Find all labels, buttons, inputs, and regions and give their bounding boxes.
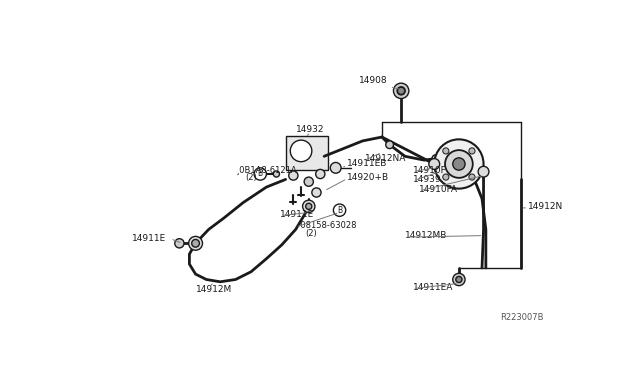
Circle shape (478, 166, 489, 177)
Circle shape (397, 87, 405, 95)
Text: 14910FA: 14910FA (419, 185, 458, 194)
Circle shape (432, 155, 440, 163)
Circle shape (175, 239, 184, 248)
Circle shape (394, 83, 409, 99)
Text: (2): (2) (245, 173, 257, 182)
Text: B: B (337, 206, 342, 215)
Text: 14912NA: 14912NA (365, 154, 406, 163)
Circle shape (443, 174, 449, 180)
Circle shape (452, 158, 465, 170)
Circle shape (291, 140, 312, 162)
Text: 14911EB: 14911EB (348, 160, 388, 169)
Circle shape (273, 171, 280, 177)
Circle shape (443, 148, 449, 154)
Circle shape (189, 236, 202, 250)
Text: (2): (2) (305, 229, 317, 238)
Circle shape (316, 169, 325, 179)
Circle shape (429, 158, 440, 169)
Circle shape (456, 276, 462, 283)
Circle shape (386, 141, 394, 148)
Circle shape (330, 163, 341, 173)
Text: 14912N: 14912N (528, 202, 563, 211)
Text: 14912M: 14912M (196, 285, 232, 294)
Circle shape (435, 140, 484, 189)
Circle shape (469, 174, 475, 180)
Text: 14932: 14932 (296, 125, 324, 134)
Circle shape (312, 188, 321, 197)
Circle shape (192, 240, 200, 247)
Circle shape (254, 168, 266, 180)
Text: ¹08158-63028: ¹08158-63028 (297, 221, 356, 230)
Circle shape (452, 273, 465, 286)
Text: 14939: 14939 (413, 175, 442, 184)
Circle shape (303, 200, 315, 212)
Circle shape (304, 177, 314, 186)
Text: 14911EA: 14911EA (413, 283, 453, 292)
Circle shape (445, 150, 473, 178)
Bar (285, 135, 328, 170)
Text: 14912MB: 14912MB (405, 231, 447, 240)
Text: B: B (258, 170, 263, 179)
Circle shape (333, 204, 346, 217)
Circle shape (306, 203, 312, 209)
Text: 14910F: 14910F (413, 166, 447, 174)
Text: ¸0B1A8-6121A: ¸0B1A8-6121A (236, 165, 297, 174)
Text: 14920+B: 14920+B (348, 173, 389, 182)
Circle shape (289, 171, 298, 180)
Text: R223007B: R223007B (500, 314, 543, 323)
Text: 14908: 14908 (359, 76, 387, 85)
Text: 14911E: 14911E (132, 234, 166, 243)
Text: 14911E: 14911E (280, 209, 314, 218)
Circle shape (469, 148, 475, 154)
